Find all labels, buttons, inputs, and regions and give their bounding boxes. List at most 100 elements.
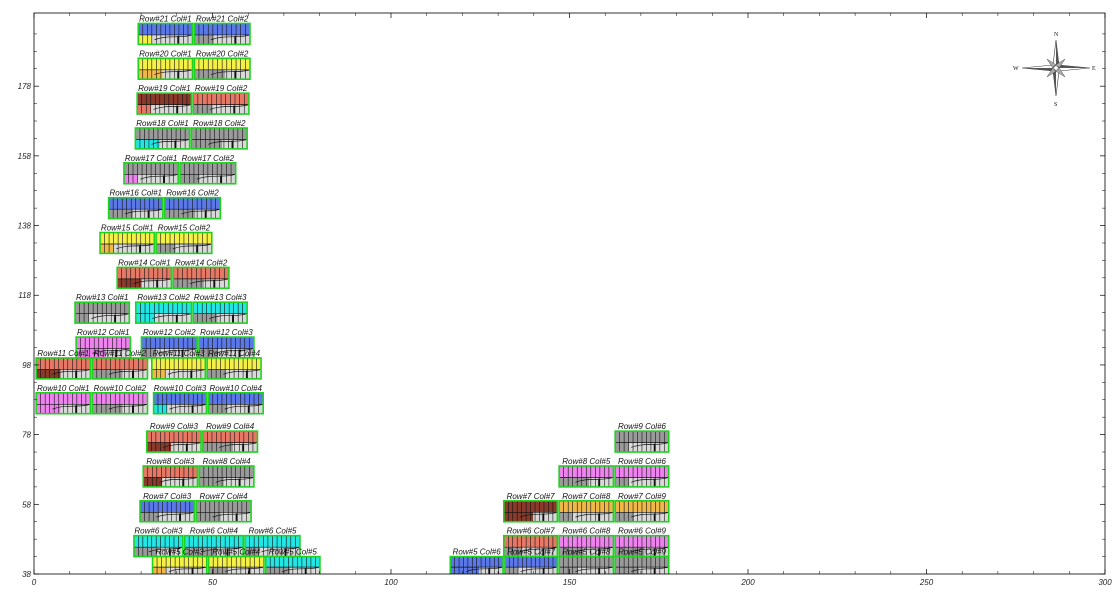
cell-label: Row#12 Col#2 bbox=[143, 328, 196, 337]
x-tick-label: 150 bbox=[563, 578, 577, 587]
cell-outline bbox=[198, 465, 255, 488]
cell-marker bbox=[204, 210, 207, 219]
cell-outline bbox=[614, 430, 670, 453]
cell[interactable] bbox=[244, 534, 301, 558]
cell[interactable] bbox=[183, 534, 245, 558]
cell[interactable] bbox=[206, 357, 262, 380]
cell[interactable] bbox=[198, 336, 255, 359]
cell[interactable] bbox=[137, 22, 194, 46]
cell[interactable] bbox=[614, 534, 670, 558]
cell-marker bbox=[542, 568, 545, 574]
cell-outline bbox=[558, 465, 615, 488]
cell-bottom-band bbox=[194, 69, 225, 80]
cell[interactable] bbox=[614, 430, 670, 453]
cell-outline bbox=[74, 301, 131, 324]
cell[interactable] bbox=[504, 555, 559, 576]
cell[interactable] bbox=[133, 534, 184, 558]
cell[interactable] bbox=[558, 465, 615, 488]
cell-outline bbox=[137, 57, 194, 81]
cell[interactable] bbox=[614, 465, 670, 488]
cell[interactable] bbox=[192, 92, 250, 115]
cell[interactable] bbox=[614, 500, 670, 523]
cell-marker bbox=[220, 175, 222, 184]
cell[interactable] bbox=[139, 500, 196, 523]
cell-bottom-band bbox=[140, 512, 160, 522]
cell[interactable] bbox=[503, 500, 559, 523]
cell-bottom-band bbox=[615, 477, 629, 487]
cell[interactable] bbox=[134, 127, 191, 150]
cell[interactable] bbox=[137, 57, 194, 81]
cell-marker bbox=[247, 405, 250, 414]
cell[interactable] bbox=[207, 392, 264, 415]
cell[interactable] bbox=[163, 196, 222, 220]
cell[interactable] bbox=[35, 392, 92, 415]
cell-outline bbox=[614, 465, 670, 488]
cell[interactable] bbox=[155, 231, 213, 255]
cell-label: Row#20 Col#2 bbox=[196, 49, 249, 58]
cell-label: Row#18 Col#2 bbox=[193, 119, 246, 128]
cell-trace-line bbox=[52, 404, 90, 410]
cell[interactable] bbox=[172, 266, 230, 290]
cell[interactable] bbox=[134, 301, 193, 324]
cell-trace-line bbox=[223, 369, 261, 375]
cell[interactable] bbox=[116, 266, 173, 290]
cell-label: Row#8 Col#5 bbox=[562, 457, 611, 466]
cell[interactable] bbox=[136, 92, 193, 115]
cell-marker bbox=[238, 349, 241, 358]
compass-rose-icon: N S E W bbox=[1013, 32, 1096, 108]
cell-bottom-rest bbox=[155, 348, 198, 358]
cell[interactable] bbox=[207, 555, 265, 576]
cell-bottom-band bbox=[133, 547, 156, 557]
cell[interactable] bbox=[195, 500, 252, 523]
cell[interactable] bbox=[35, 357, 92, 380]
cell-bottom-rest bbox=[122, 369, 148, 379]
cell-bottom-band bbox=[137, 104, 151, 115]
cell-label: Row#20 Col#1 bbox=[139, 49, 191, 58]
cell-trace-line bbox=[210, 69, 250, 75]
cell[interactable] bbox=[264, 555, 321, 576]
cell[interactable] bbox=[99, 231, 156, 255]
cell[interactable] bbox=[146, 430, 202, 453]
cell[interactable] bbox=[74, 301, 131, 324]
cell-trace-line bbox=[520, 566, 557, 572]
cell-bottom-band bbox=[100, 244, 114, 254]
cell[interactable] bbox=[558, 500, 615, 523]
cell[interactable] bbox=[614, 555, 670, 576]
cell-outline bbox=[107, 196, 164, 220]
cell-marker bbox=[175, 314, 178, 324]
cell[interactable] bbox=[107, 196, 164, 220]
cell[interactable] bbox=[192, 301, 248, 324]
cell-trace-line bbox=[575, 566, 613, 572]
cell[interactable] bbox=[202, 430, 259, 453]
cell[interactable] bbox=[193, 57, 251, 81]
cell[interactable] bbox=[123, 162, 180, 185]
cell[interactable] bbox=[198, 465, 255, 488]
cell-outline bbox=[172, 266, 230, 290]
cell-label: Row#10 Col#2 bbox=[94, 384, 147, 393]
cell[interactable] bbox=[558, 555, 615, 576]
cell-label: Row#6 Col#3 bbox=[134, 527, 183, 536]
cell[interactable] bbox=[179, 162, 237, 185]
cell-bottom-rest bbox=[222, 139, 248, 149]
cell-marker bbox=[191, 405, 194, 414]
cell[interactable] bbox=[151, 357, 207, 380]
cell[interactable] bbox=[190, 127, 248, 150]
cell-bottom-rest bbox=[175, 244, 212, 254]
cell[interactable] bbox=[75, 336, 132, 359]
cell-marker bbox=[233, 105, 235, 115]
cell[interactable] bbox=[91, 357, 149, 380]
cell[interactable] bbox=[152, 392, 208, 415]
cell-marker bbox=[132, 370, 134, 379]
cell-marker bbox=[174, 140, 177, 149]
cell[interactable] bbox=[449, 555, 504, 576]
cell[interactable] bbox=[91, 392, 149, 415]
cell[interactable] bbox=[142, 465, 199, 488]
cell-marker bbox=[139, 245, 141, 254]
cell-bottom-band bbox=[503, 547, 523, 557]
cell[interactable] bbox=[193, 22, 251, 46]
cell[interactable] bbox=[151, 555, 208, 576]
cell-bottom-rest bbox=[166, 567, 207, 574]
cell-trace-line bbox=[167, 369, 205, 375]
cell-outline bbox=[614, 555, 670, 574]
cell[interactable] bbox=[558, 534, 615, 558]
